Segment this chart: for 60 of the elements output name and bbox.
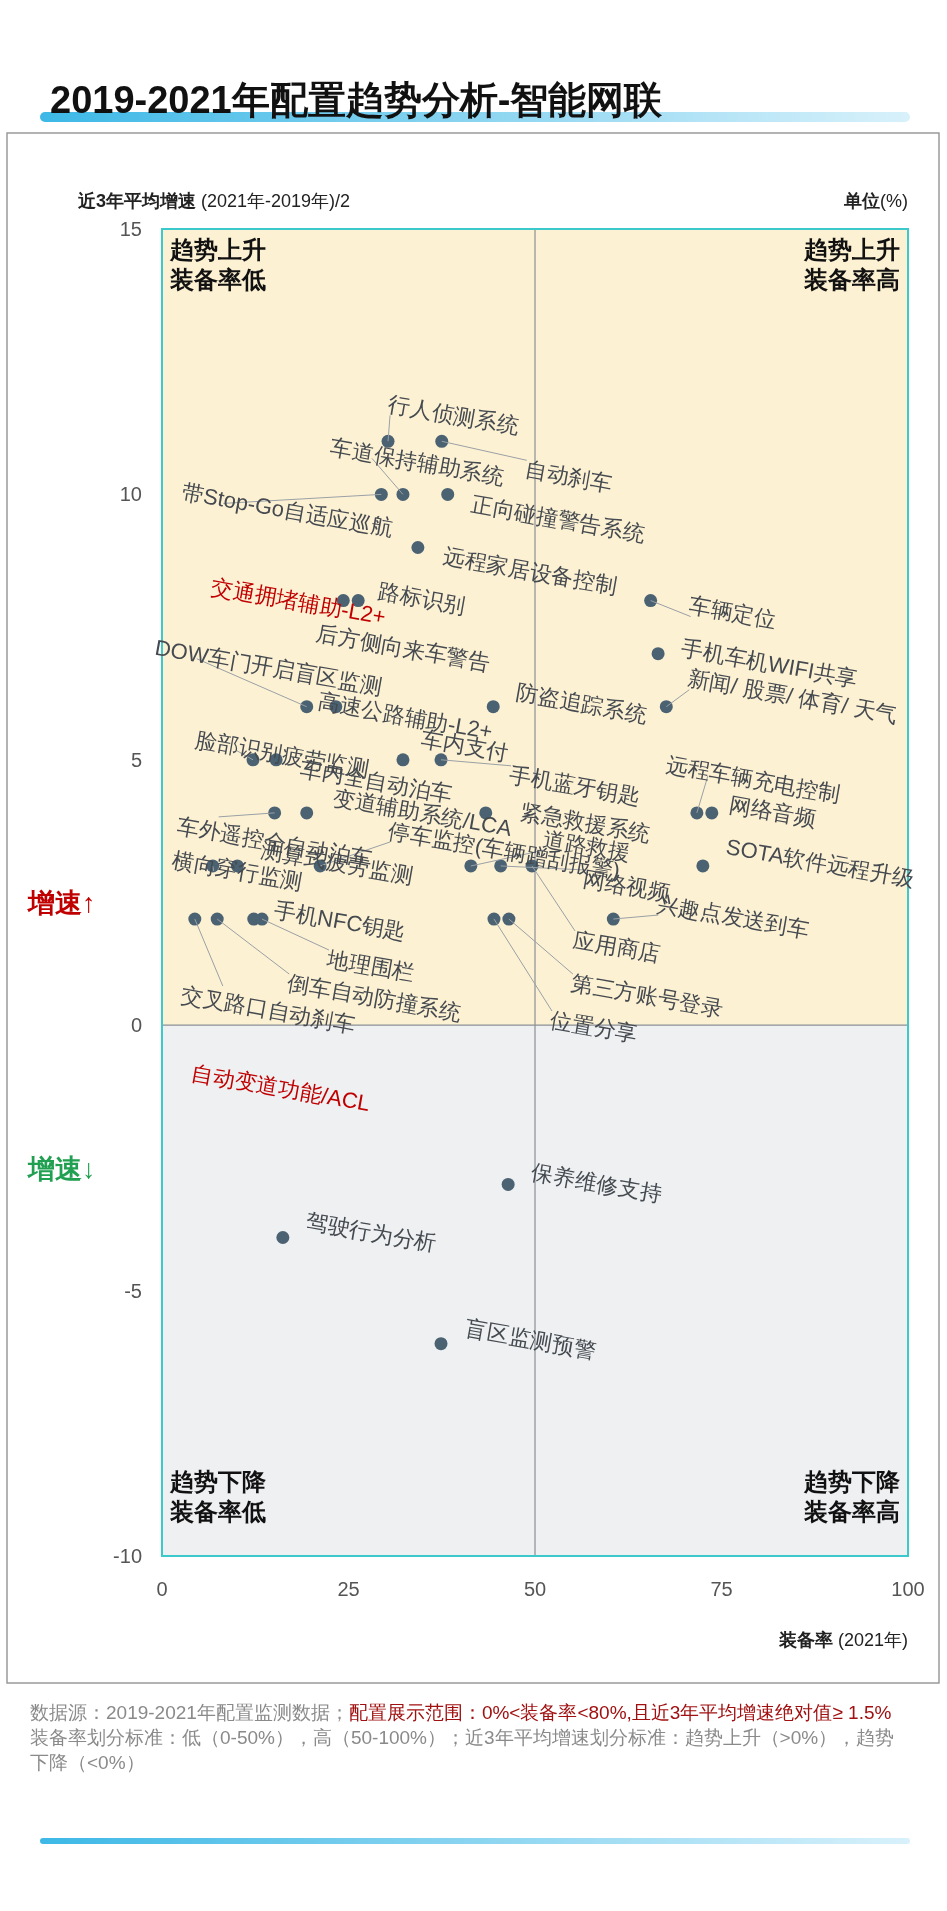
y-tick-label: 0 (130, 1014, 142, 1037)
x-axis-title: 装备率 (2021年) (777, 1630, 908, 1650)
point (411, 540, 425, 554)
point (300, 806, 314, 820)
point (396, 487, 410, 501)
point (276, 1231, 290, 1245)
annotation: 趋势上升 (803, 236, 900, 263)
x-tick-label: 75 (710, 1578, 733, 1600)
x-tick-label: 100 (891, 1578, 925, 1600)
annotation: 应用商店 (571, 927, 663, 967)
annotation: 装备率低 (169, 1498, 266, 1525)
x-tick-label: 50 (523, 1578, 547, 1600)
annotation: 趋势下降 (803, 1468, 901, 1495)
y-tick-label: 10 (119, 483, 142, 506)
point (268, 806, 282, 820)
annotation: 手机NFC钥匙 (272, 897, 408, 945)
point (434, 1337, 448, 1351)
point (606, 912, 620, 926)
text: 增速↑ (27, 888, 96, 918)
point (659, 700, 673, 714)
point (464, 859, 478, 873)
point (374, 487, 388, 501)
annotation: 驾驶行为分析 (304, 1208, 439, 1257)
annotation: 装备率低 (169, 266, 266, 293)
chart-title: 2019-2021年配置趋势分析-智能网联 (50, 79, 664, 121)
point (651, 647, 665, 661)
x-tick-label: 25 (337, 1578, 360, 1600)
annotation: 防盗追踪系统 (514, 679, 649, 728)
point (441, 487, 455, 501)
annotation: 盲区监测预警 (463, 1315, 598, 1364)
annotation: 趋势下降 (169, 1468, 267, 1495)
y-axis-title: 近3年平均增速 (2021年-2019年)/2 (77, 191, 351, 211)
annotation: 装备率高 (803, 1498, 900, 1525)
annotation: 位置分享 (548, 1007, 640, 1047)
point (300, 700, 314, 714)
point (690, 806, 704, 820)
y-tick-label: -5 (124, 1279, 142, 1302)
annotation: 自动刹车 (523, 456, 615, 497)
annotation: 趋势上升 (169, 236, 266, 263)
y-tick-label: -10 (113, 1545, 142, 1567)
point (435, 434, 449, 448)
text: 装备率划分标准：低（0-50%），高（50-100%）；近3年平均增速划分标准：趋势上升（>0%），趋势下降（<0%） (30, 1727, 895, 1774)
x-tick-label: 0 (156, 1578, 168, 1600)
annotation: 自动变道功能/ACL (189, 1060, 372, 1117)
text: 增速↓ (27, 1154, 96, 1184)
text: 数据源：2019-2021年配置监测数据； (30, 1702, 349, 1723)
point (501, 1177, 515, 1191)
point (644, 594, 658, 608)
point (486, 700, 500, 714)
point (705, 806, 719, 820)
text: 配置展示范围：0%<装备率<80%,且近3年平均增速绝对值≥ 1.5% (348, 1702, 892, 1723)
annotation: SOTA软件远程升级 (724, 834, 916, 892)
y-tick-label: 5 (130, 748, 142, 771)
annotation: 保养维修支持 (529, 1159, 664, 1208)
point (696, 859, 710, 873)
point (396, 753, 410, 767)
text: 单位(%) (843, 191, 908, 211)
y-tick-label: 15 (119, 218, 142, 240)
annotation: 装备率高 (803, 266, 900, 293)
annotation: 车辆定位 (686, 592, 778, 633)
